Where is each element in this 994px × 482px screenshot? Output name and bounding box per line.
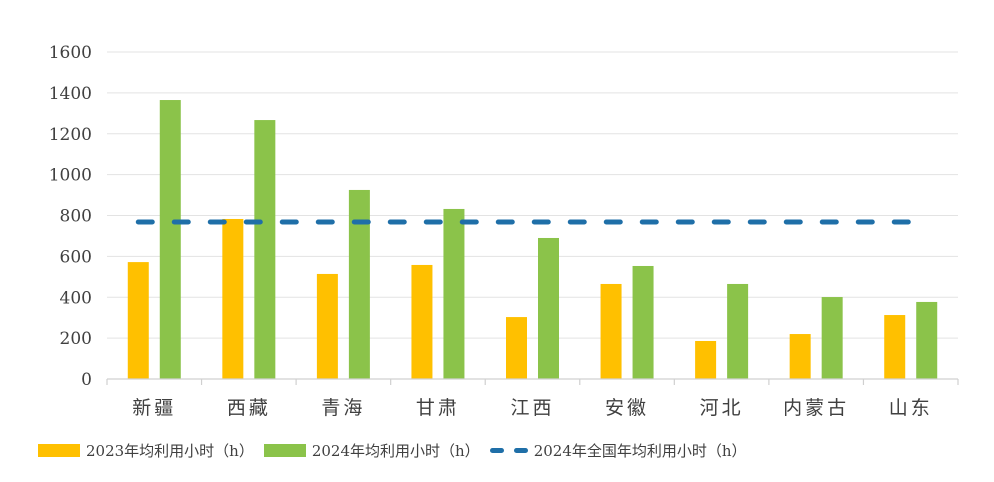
bar [632,265,654,379]
bars [127,100,938,379]
bar [789,334,811,379]
bar [695,340,717,379]
bar [600,283,622,379]
bar [821,297,843,379]
y-tick-label: 600 [60,247,92,267]
x-category-label: 内蒙古 [783,397,849,419]
y-tick-label: 200 [60,329,92,349]
x-axis: 新疆 西藏 青海 甘肃 江西 安徽 河北 内蒙古 山东 [106,378,959,419]
y-tick-label: 800 [60,207,92,227]
x-category-label: 河北 [700,397,744,419]
bar [254,120,276,379]
legend-label-2024: 2024年均利用小时（h） [311,442,480,460]
bar [884,315,906,379]
bar [411,264,433,379]
y-tick-label: 400 [60,288,92,308]
x-category-label: 新疆 [132,397,176,419]
bar [727,283,749,379]
bar [159,100,181,379]
y-axis-ticks: 0 200 400 600 800 1000 1200 1400 1600 [49,43,92,390]
gridlines [107,51,958,339]
bar [316,273,338,379]
x-category-label: 江西 [510,397,554,419]
legend-label-2023: 2023年均利用小时（h） [86,442,254,460]
y-tick-label: 0 [81,370,92,390]
y-tick-label: 1600 [49,43,92,63]
bar [538,237,559,379]
x-category-label: 山东 [889,397,933,419]
bar [222,218,244,379]
y-tick-label: 1200 [49,125,92,145]
legend: 2023年均利用小时（h） 2024年均利用小时（h） 2024年全国年均利用小… [38,440,757,461]
legend-item-national-average: 2024年全国年均利用小时（h） [489,440,747,461]
bar [127,262,149,379]
legend-label-national-average: 2024年全国年均利用小时（h） [533,442,747,460]
x-category-label: 青海 [321,397,365,419]
legend-swatch-2023 [38,444,80,457]
y-tick-label: 1400 [49,84,92,104]
bar [348,189,370,379]
y-tick-label: 1000 [49,166,92,186]
x-category-label: 安徽 [605,397,649,419]
x-category-label: 西藏 [227,397,271,419]
bar [506,317,527,379]
legend-dashed-line-icon [489,448,528,453]
legend-item-2023: 2023年均利用小时（h） [38,440,254,461]
bar [443,208,465,379]
x-category-label: 甘肃 [416,397,460,419]
legend-swatch-2024 [263,444,306,457]
bar [916,301,938,379]
legend-item-2024: 2024年均利用小时（h） [263,440,480,461]
